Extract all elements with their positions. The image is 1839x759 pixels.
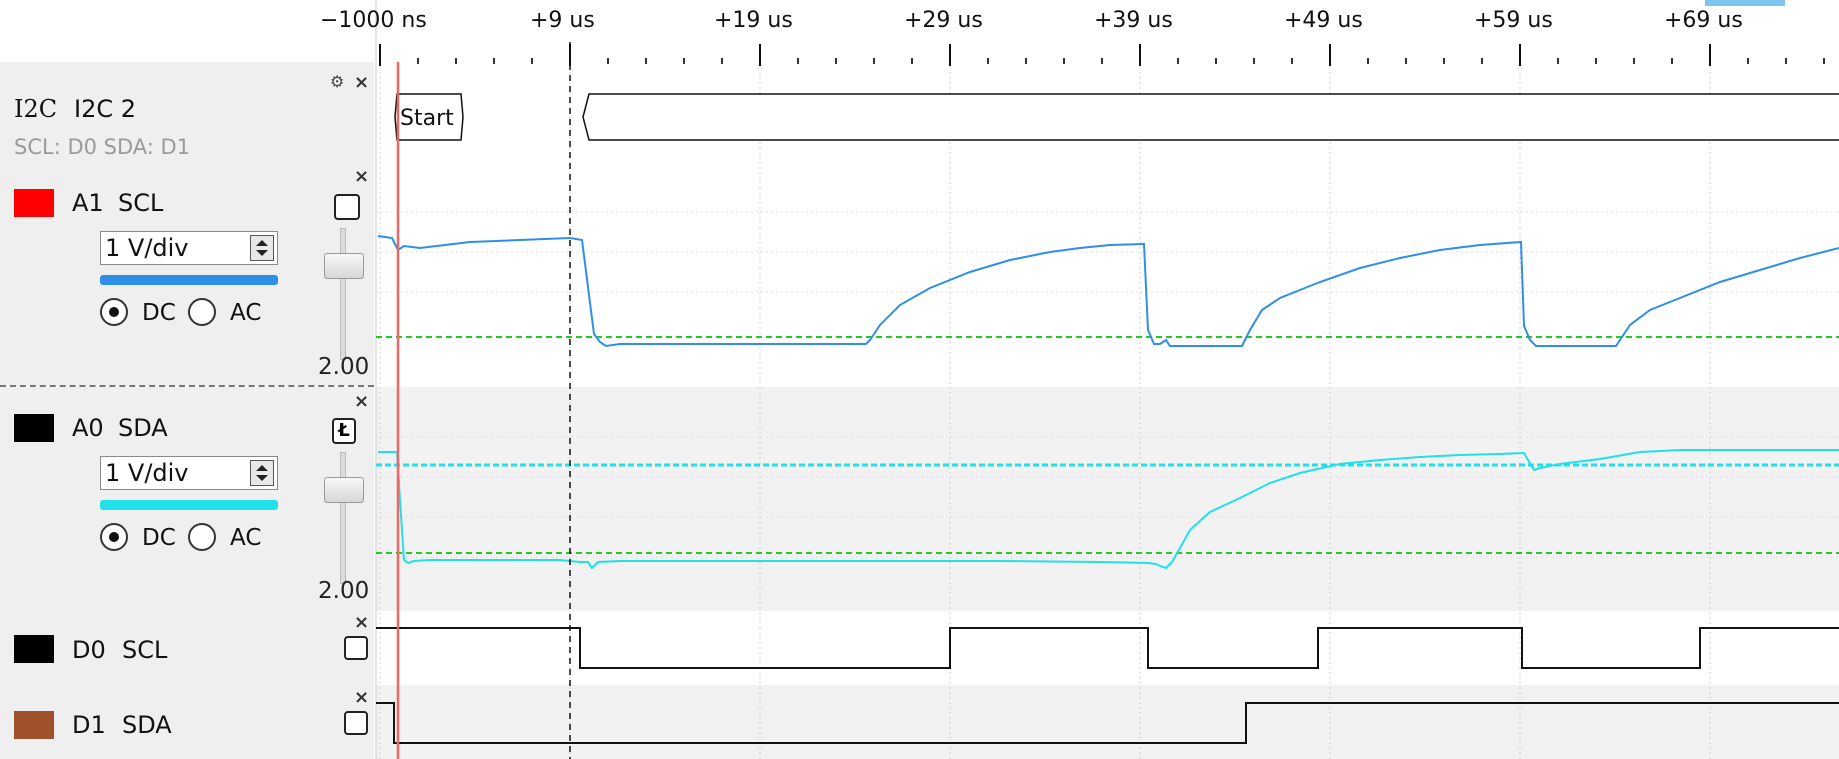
channel-signal: SCL (122, 636, 168, 664)
coupling-dc-label: DC (142, 300, 176, 326)
grid-lines (376, 62, 1839, 759)
channel-panel-a0[interactable] (0, 387, 374, 611)
time-tick-label: +49 us (1284, 8, 1363, 33)
volts-per-div-value: 1 V/div (105, 459, 189, 487)
d1-sda-trace (376, 702, 1839, 744)
channel-signal: SCL (118, 189, 164, 217)
decoder-packets: Start (394, 93, 1839, 141)
decoder-data-packet (582, 93, 1839, 141)
gear-icon[interactable]: ⚙ (330, 72, 345, 91)
coupling-ac-label: AC (230, 300, 262, 326)
close-icon[interactable]: × (354, 687, 370, 708)
d1-row-bg (376, 685, 1839, 759)
d0-row-bg (376, 611, 1839, 685)
channel-color-swatch[interactable] (14, 635, 54, 663)
time-tick-label: +9 us (530, 8, 595, 33)
time-tick-label: +69 us (1664, 8, 1743, 33)
a1-row-bg (376, 162, 1839, 386)
offset-slider-track[interactable] (340, 228, 346, 360)
coupling-ac-radio[interactable] (188, 298, 216, 326)
time-axis-header-left (0, 0, 374, 62)
trigger-checkbox[interactable] (344, 636, 368, 660)
channel-signal: SDA (122, 711, 172, 739)
spinner-arrows-icon[interactable] (250, 460, 274, 486)
time-ruler (379, 44, 1825, 66)
channel-id: A1 (72, 189, 104, 217)
channel-id: A0 (72, 414, 104, 442)
volts-per-div-spinner[interactable]: 1 V/div (100, 456, 278, 490)
decoder-start-label: Start (400, 106, 454, 131)
channel-id: D1 (72, 711, 106, 739)
close-icon[interactable]: × (354, 72, 370, 93)
coupling-dc-radio[interactable] (100, 298, 128, 326)
decoder-config: SCL: D0 SDA: D1 (14, 135, 191, 159)
channel-signal: SDA (118, 414, 168, 442)
trace-color-bar[interactable] (100, 275, 278, 285)
decoder-panel[interactable] (0, 62, 374, 162)
time-tick-label: +19 us (714, 8, 793, 33)
decoder-start-packet (394, 93, 464, 141)
time-tick-label: +59 us (1474, 8, 1553, 33)
channel-panel-d0[interactable] (0, 611, 374, 685)
scroll-indicator (1705, 0, 1785, 6)
close-icon[interactable]: × (354, 612, 370, 633)
offset-slider-thumb[interactable] (324, 253, 364, 279)
volts-per-div-value: 1 V/div (105, 234, 189, 262)
decoder-name: I2C 2 (74, 95, 137, 123)
offset-value: 2.00 (318, 578, 370, 604)
a0-sda-trace (378, 449, 1839, 570)
channel-panel-a1[interactable] (0, 162, 374, 386)
channel-divider (0, 385, 374, 387)
a0-row-bg (376, 387, 1839, 611)
trigger-checkbox[interactable] (344, 711, 368, 735)
coupling-dc-label: DC (142, 525, 176, 551)
channel-color-swatch[interactable] (14, 711, 54, 739)
decoder-protocol: I2C (14, 95, 58, 123)
offset-slider-thumb[interactable] (324, 477, 364, 503)
channel-id: D0 (72, 636, 106, 664)
coupling-dc-radio[interactable] (100, 523, 128, 551)
close-icon[interactable]: × (354, 166, 370, 187)
channel-color-swatch[interactable] (14, 189, 54, 217)
spinner-arrows-icon[interactable] (250, 235, 274, 261)
trigger-icon[interactable]: Ł (332, 418, 356, 444)
volts-per-div-spinner[interactable]: 1 V/div (100, 231, 278, 265)
time-tick-label: +39 us (1094, 8, 1173, 33)
close-icon[interactable]: × (354, 391, 370, 412)
time-tick-label: −1000 ns (320, 8, 427, 33)
time-tick-label: +29 us (904, 8, 983, 33)
offset-slider-track[interactable] (340, 452, 346, 584)
a1-scl-trace (377, 235, 1839, 348)
offset-value: 2.00 (318, 354, 370, 380)
channel-color-swatch[interactable] (14, 414, 54, 442)
coupling-ac-radio[interactable] (188, 523, 216, 551)
channel-panel-d1[interactable] (0, 685, 374, 759)
coupling-ac-label: AC (230, 525, 262, 551)
d0-scl-trace (376, 627, 1839, 669)
trace-color-bar[interactable] (100, 500, 278, 510)
channel-enable-checkbox[interactable] (334, 194, 360, 220)
